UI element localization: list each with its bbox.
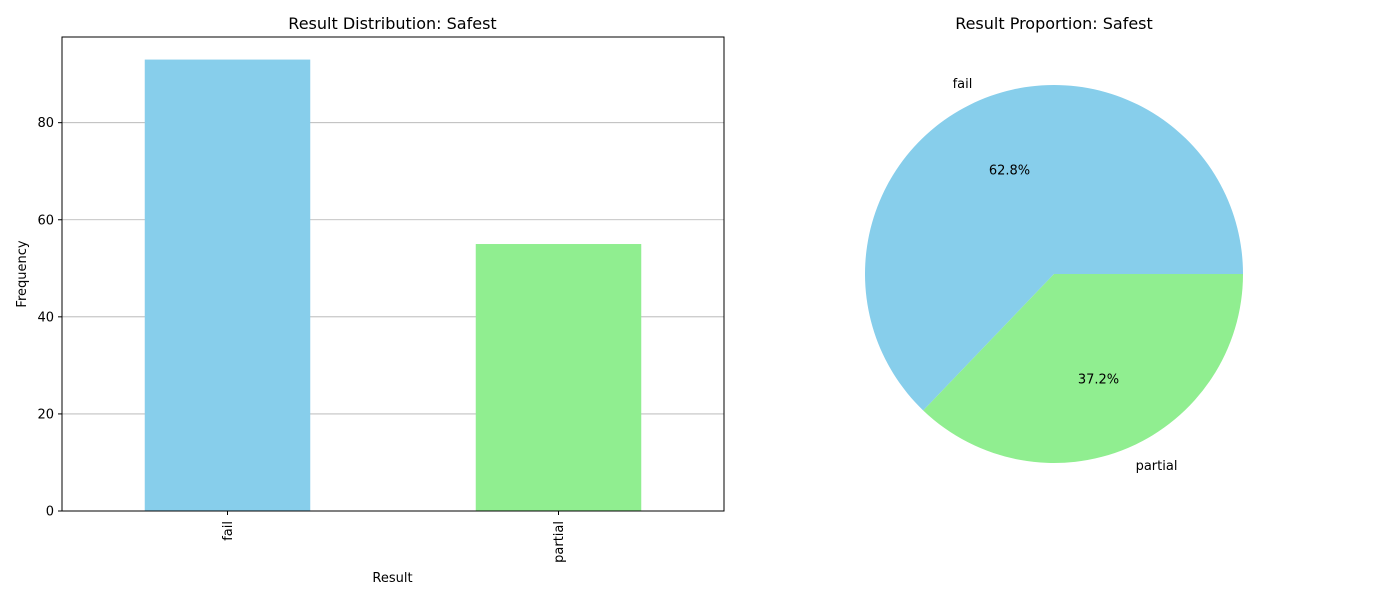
- pie-percent-partial: 37.2%: [1078, 372, 1119, 387]
- pie-label-partial: partial: [1136, 459, 1178, 474]
- bar-plot-frame: [61, 36, 725, 512]
- bar-x-tick-label: partial: [552, 521, 567, 563]
- bar-y-tick-label: 40: [37, 310, 54, 325]
- bar-y-tick-label: 0: [46, 505, 54, 520]
- pie-slice-fail: [864, 84, 1243, 411]
- bar-y-tick-label: 80: [37, 116, 54, 131]
- bar-x-tick-label: fail: [221, 521, 236, 541]
- bar-y-axis-label: Frequency: [15, 240, 30, 307]
- pie-slice-partial: [923, 274, 1243, 463]
- bar-partial: [475, 244, 642, 511]
- bar-y-tick-label: 60: [37, 213, 54, 228]
- pie-labels: fail 62.8% partial 37.2%: [953, 77, 1178, 474]
- pie-chart: Result Proportion: Safest fail 62.8% parti…: [864, 14, 1243, 474]
- bar-x-axis-ticks: fail partial: [221, 511, 567, 563]
- bar-x-axis-label: Result: [372, 571, 412, 586]
- pie-slices: [864, 84, 1243, 463]
- pie-label-fail: fail: [953, 77, 973, 92]
- bar-chart-title: Result Distribution: Safest: [288, 14, 496, 33]
- bar-chart: Result Distribution: Safest 0 20 40 60 80 fa…: [15, 14, 725, 586]
- pie-chart-title: Result Proportion: Safest: [955, 14, 1153, 33]
- pie-percent-fail: 62.8%: [989, 164, 1030, 179]
- bar-series: [144, 59, 642, 511]
- bar-y-axis-ticks: 0 20 40 60 80: [37, 116, 62, 520]
- bar-fail: [144, 59, 311, 511]
- bar-y-tick-label: 20: [37, 407, 54, 422]
